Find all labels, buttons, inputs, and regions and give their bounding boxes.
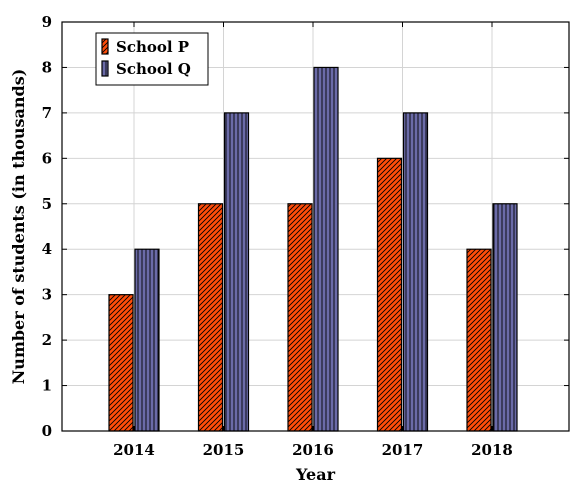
x-tick-label: 2016 (292, 441, 334, 459)
bar-school-q-2018 (492, 203, 518, 432)
legend-label-school-q: School Q (116, 60, 191, 78)
bar-school-p-2017 (376, 157, 403, 432)
y-tick-label: 3 (42, 286, 52, 304)
legend-box (95, 32, 209, 86)
legend-label-school-p: School P (116, 38, 189, 56)
y-tick-label: 9 (42, 13, 52, 31)
x-tick-label: 2018 (471, 441, 513, 459)
bars (108, 66, 518, 432)
y-axis-title: Number of students (in thousands) (9, 69, 28, 385)
y-tick-label: 7 (42, 104, 52, 122)
bar-school-p-2014 (108, 294, 134, 432)
bar-school-q-2014 (134, 248, 160, 432)
y-tick-label: 0 (42, 422, 52, 440)
y-tick-label: 2 (42, 331, 52, 349)
y-tick-label: 4 (42, 240, 52, 258)
ticks: 0 1 2 3 4 5 6 7 8 9 2014 2015 2016 2017 2018 (42, 13, 569, 459)
x-tick-label: 2017 (382, 441, 424, 459)
y-tick-label: 8 (42, 58, 52, 76)
legend: School P School Q (95, 32, 209, 86)
bar-school-p-2015 (197, 203, 224, 432)
x-tick-label: 2015 (203, 441, 245, 459)
plot-frame (61, 21, 570, 432)
legend-swatch-school-q (101, 60, 109, 77)
y-tick-label: 6 (42, 149, 52, 167)
x-axis-title: Year (295, 465, 336, 484)
bar-school-p-2016 (287, 203, 313, 432)
x-tick-label: 2014 (113, 441, 155, 459)
legend-swatch-school-p (101, 38, 109, 55)
bar-school-q-2015 (223, 112, 250, 432)
bar-school-q-2016 (313, 66, 339, 432)
y-tick-label: 5 (42, 195, 52, 213)
bar-school-p-2018 (466, 248, 492, 432)
bar-school-q-2017 (402, 112, 429, 432)
y-tick-label: 1 (42, 377, 52, 395)
